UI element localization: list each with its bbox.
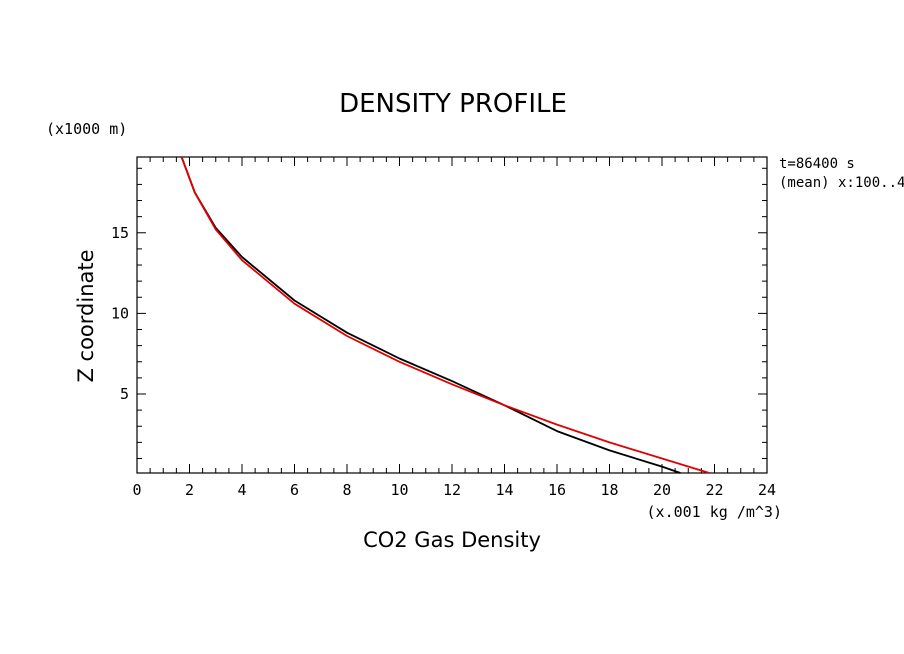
plot-frame bbox=[136, 156, 768, 474]
y-tick-label: 10 bbox=[111, 304, 129, 322]
mean-annotation: (mean) x:100..4 bbox=[779, 175, 904, 191]
x-tick-label: 8 bbox=[342, 481, 351, 499]
x-tick-label: 2 bbox=[185, 481, 194, 499]
x-tick-label: 4 bbox=[237, 481, 246, 499]
x-tick-label: 0 bbox=[132, 481, 141, 499]
y-tick-label: 5 bbox=[120, 385, 129, 403]
series-line-1 bbox=[180, 156, 681, 474]
x-tick-label: 18 bbox=[600, 481, 618, 499]
y-tick-label: 15 bbox=[111, 224, 129, 242]
x-tick-label: 10 bbox=[390, 481, 408, 499]
time-annotation: t=86400 s bbox=[779, 156, 855, 172]
x-tick-label: 22 bbox=[705, 481, 723, 499]
x-tick-label: 6 bbox=[290, 481, 299, 499]
x-tick-label: 24 bbox=[758, 481, 776, 499]
x-tick-label: 16 bbox=[548, 481, 566, 499]
x-axis-label: CO2 Gas Density bbox=[363, 528, 541, 552]
x-tick-label: 14 bbox=[495, 481, 513, 499]
chart-title: DENSITY PROFILE bbox=[339, 89, 567, 119]
x-tick-label: 12 bbox=[443, 481, 461, 499]
x-tick-label: 20 bbox=[653, 481, 671, 499]
y-axis-label: Z coordinate bbox=[74, 249, 98, 382]
y-units-label: (x1000 m) bbox=[46, 120, 127, 138]
x-units-label: (x.001 kg /m^3) bbox=[647, 503, 782, 521]
series-line-2 bbox=[180, 156, 710, 474]
